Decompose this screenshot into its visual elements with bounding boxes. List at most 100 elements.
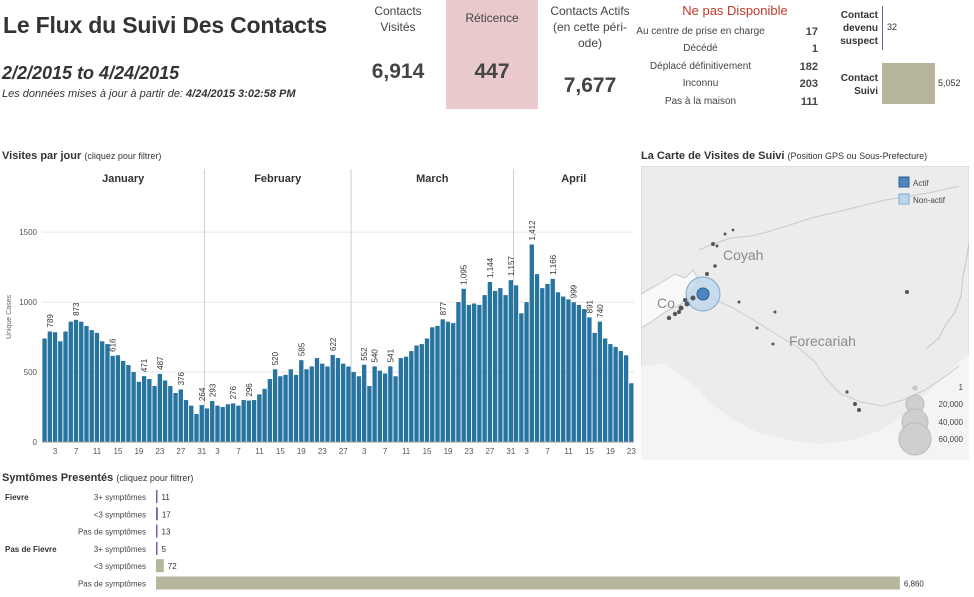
visit-bar[interactable] <box>393 376 398 442</box>
visit-bar[interactable] <box>409 351 414 442</box>
visit-bar[interactable] <box>105 344 110 442</box>
visit-bar[interactable] <box>126 365 131 442</box>
visit-bar[interactable] <box>477 304 482 442</box>
visit-bar[interactable] <box>63 331 68 442</box>
visit-bar[interactable] <box>141 376 147 442</box>
visit-bar[interactable] <box>346 366 351 442</box>
visits-per-day-chart[interactable]: 0 500 1000 1500 Unique Cases January February M… <box>0 165 636 460</box>
visit-bar[interactable] <box>471 303 477 442</box>
visit-bar[interactable] <box>314 358 320 442</box>
visit-bar[interactable] <box>152 386 157 442</box>
visit-bar[interactable] <box>115 355 121 442</box>
map-bubble-actif[interactable] <box>696 287 710 301</box>
visit-bar[interactable] <box>52 332 58 442</box>
visit-bar[interactable] <box>120 360 126 442</box>
not-available-row[interactable]: Pas à la maison 111 <box>628 96 818 113</box>
visit-bar[interactable] <box>335 358 341 442</box>
visit-bar[interactable] <box>183 400 189 442</box>
visit-bar[interactable] <box>231 403 236 442</box>
visit-bar[interactable] <box>550 278 555 442</box>
visit-bar[interactable] <box>529 244 534 442</box>
visit-bar[interactable] <box>257 394 262 442</box>
visit-bar[interactable] <box>330 354 335 442</box>
visit-bar[interactable] <box>613 346 618 442</box>
visit-bar[interactable] <box>210 401 215 442</box>
visit-bar[interactable] <box>299 360 304 442</box>
symptom-bar[interactable] <box>156 576 900 590</box>
visit-bar[interactable] <box>388 366 393 442</box>
visit-bar[interactable] <box>157 373 162 442</box>
visit-bar[interactable] <box>89 330 94 442</box>
visit-bar[interactable] <box>382 373 388 442</box>
visit-bar[interactable] <box>576 304 582 442</box>
visit-bar[interactable] <box>225 404 231 442</box>
visit-bar[interactable] <box>561 296 566 442</box>
legend-actif-swatch[interactable] <box>898 176 910 188</box>
visit-bar[interactable] <box>304 369 309 442</box>
visit-bar[interactable] <box>372 366 377 442</box>
visit-bar[interactable] <box>241 400 246 442</box>
kpi-reticence-box[interactable] <box>446 0 538 109</box>
symptom-bar[interactable] <box>156 507 158 521</box>
visit-bar[interactable] <box>566 299 571 442</box>
visit-bar[interactable] <box>199 405 204 442</box>
visit-bar[interactable] <box>414 345 419 442</box>
visit-bar[interactable] <box>498 288 503 442</box>
suspect-bar[interactable] <box>882 6 883 50</box>
visit-bar[interactable] <box>597 321 603 442</box>
visit-bar[interactable] <box>68 321 73 442</box>
visit-bar[interactable] <box>246 400 252 442</box>
visit-bar[interactable] <box>293 374 299 442</box>
not-available-row[interactable]: Déplacé définitivement 182 <box>628 61 818 78</box>
visit-bar[interactable] <box>534 274 540 442</box>
symptom-bar[interactable] <box>156 541 158 555</box>
visit-bar[interactable] <box>194 414 199 442</box>
visit-bar[interactable] <box>466 304 472 442</box>
visit-bar[interactable] <box>524 302 529 442</box>
visit-bar[interactable] <box>162 380 168 442</box>
visit-bar[interactable] <box>220 407 225 442</box>
visit-bar[interactable] <box>278 376 283 442</box>
visit-bar[interactable] <box>58 341 63 442</box>
visit-bar[interactable] <box>341 363 346 442</box>
symptom-bar[interactable] <box>156 524 158 538</box>
visit-bar[interactable] <box>482 295 487 442</box>
legend-nonactif-swatch[interactable] <box>898 193 910 205</box>
not-available-row[interactable]: Inconnu 203 <box>628 78 818 95</box>
visit-bar[interactable] <box>618 351 624 442</box>
visit-bar[interactable] <box>136 381 142 442</box>
visit-bar[interactable] <box>608 344 613 442</box>
visit-bar[interactable] <box>430 327 435 442</box>
visit-bar[interactable] <box>42 338 47 442</box>
visit-bar[interactable] <box>236 405 241 442</box>
visit-bar[interactable] <box>602 338 608 442</box>
visit-bar[interactable] <box>361 364 367 442</box>
visit-bar[interactable] <box>173 393 178 442</box>
visit-bar[interactable] <box>419 344 424 442</box>
visit-bar[interactable] <box>267 379 273 442</box>
visit-bar[interactable] <box>508 280 514 442</box>
visit-bar[interactable] <box>519 313 524 442</box>
visit-bar[interactable] <box>320 363 325 442</box>
visit-bar[interactable] <box>513 285 519 442</box>
visit-bar[interactable] <box>73 319 79 442</box>
visit-bar[interactable] <box>178 389 183 442</box>
visits-map[interactable]: Coyah Forecariah Co Actif Non-actif 1 20… <box>641 166 969 460</box>
visit-bar[interactable] <box>451 323 456 442</box>
visit-bar[interactable] <box>592 332 597 442</box>
visit-bar[interactable] <box>435 325 440 442</box>
visit-bar[interactable] <box>587 317 592 442</box>
visit-bar[interactable] <box>131 372 136 442</box>
visit-bar[interactable] <box>262 388 267 442</box>
visit-bar[interactable] <box>189 405 194 442</box>
visit-bar[interactable] <box>629 383 634 442</box>
visit-bar[interactable] <box>555 292 561 442</box>
visit-bar[interactable] <box>283 374 288 442</box>
visit-bar[interactable] <box>487 281 493 442</box>
visit-bar[interactable] <box>492 290 498 442</box>
visit-bar[interactable] <box>84 325 89 442</box>
visit-bar[interactable] <box>272 369 278 442</box>
visit-bar[interactable] <box>367 386 372 442</box>
visit-bar[interactable] <box>623 355 629 442</box>
visit-bar[interactable] <box>325 366 330 442</box>
